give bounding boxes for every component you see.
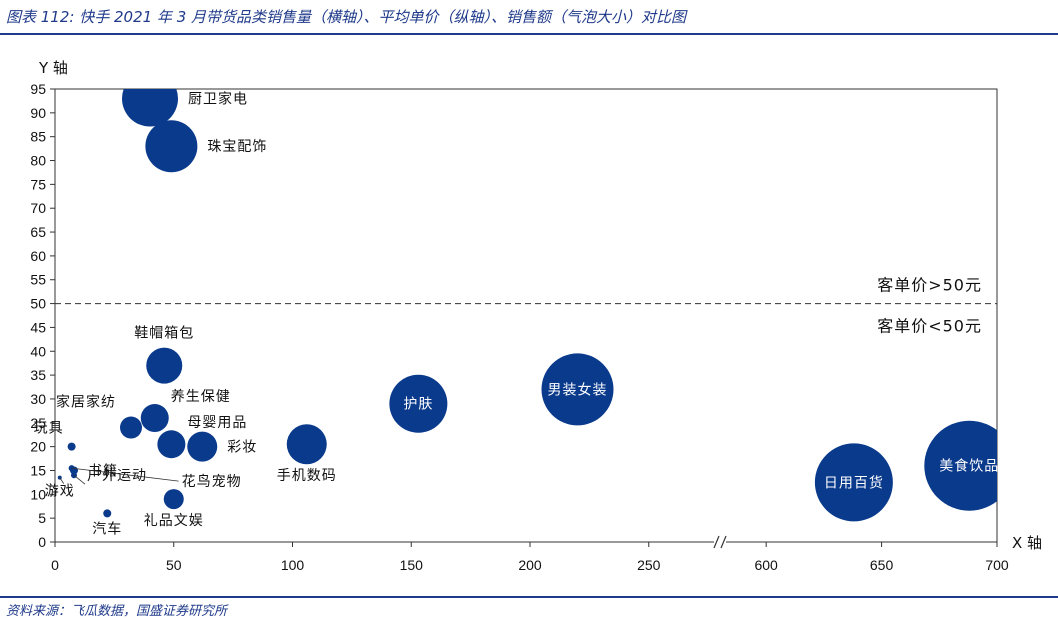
bubble <box>67 442 76 451</box>
bubble-label: 彩妆 <box>227 440 257 456</box>
y-axis-label: Y 轴 <box>38 59 68 77</box>
bubble-label: 手机数码 <box>277 468 337 484</box>
y-tick-label: 90 <box>30 105 46 121</box>
x-axis-label: X 轴 <box>1012 534 1042 552</box>
y-tick-label: 40 <box>30 343 46 359</box>
y-tick-label: 45 <box>30 319 46 335</box>
chart-title: 图表 112: 快手 2021 年 3 月带货品类销售量（横轴）、平均单价（纵轴… <box>6 8 687 26</box>
bubble <box>120 416 142 439</box>
y-tick-label: 85 <box>30 129 46 145</box>
x-tick-label: 200 <box>518 557 542 573</box>
x-tick-label: 100 <box>281 557 305 573</box>
leader-line <box>73 474 86 485</box>
bubble <box>122 89 178 127</box>
bubble-label: 礼品文娱 <box>144 513 204 529</box>
bubble <box>286 424 327 465</box>
bubble-label: 游戏 <box>45 484 75 500</box>
x-tick-label: 700 <box>985 557 1009 573</box>
bubble-label: 汽车 <box>92 520 122 537</box>
y-tick-label: 5 <box>38 510 46 526</box>
plot-frame <box>54 88 998 543</box>
bubble-chart: 0 5 10 15 20 25 30 35 40 45 50 55 60 65 70 75 80 85 90 95 0 5… <box>30 59 1042 573</box>
y-tick-label: 25 <box>30 415 46 431</box>
y-tick-label: 20 <box>30 439 46 455</box>
y-tick-label: 70 <box>30 200 46 216</box>
x-tick-label: 150 <box>400 557 424 573</box>
x-tick-label: 50 <box>166 557 182 573</box>
y-tick-label: 35 <box>30 367 46 383</box>
y-tick-label: 50 <box>30 296 46 312</box>
bubble-label: 厨卫家电 <box>188 91 248 108</box>
bubble-label: 户外运动 <box>87 467 147 484</box>
bubble <box>146 347 183 384</box>
y-tick-label: 60 <box>30 248 46 264</box>
bubble-label: 花鸟宠物 <box>182 474 242 490</box>
leader-line <box>59 477 65 484</box>
bubble <box>541 353 614 426</box>
y-tick-label: 15 <box>30 462 46 478</box>
bubble-label: 护肤 <box>403 397 433 413</box>
bubble <box>103 509 112 518</box>
threshold-label-below: 客单价<50元 <box>877 317 982 336</box>
bubble <box>140 404 169 433</box>
x-tick-label: 0 <box>51 557 59 573</box>
y-tick-label: 55 <box>30 272 46 288</box>
source-note: 资料来源：飞瓜数据，国盛证券研究所 <box>6 604 228 619</box>
bottom-rule <box>0 596 1058 598</box>
axis-break-slash <box>713 535 720 549</box>
bubble-label: 母婴用品 <box>187 415 247 431</box>
y-tick-label: 0 <box>38 534 46 550</box>
x-tick-label: 250 <box>637 557 661 573</box>
y-tick-label: 65 <box>30 224 46 240</box>
axis-break-slash <box>720 535 727 549</box>
bubble-label: 养生保健 <box>171 389 231 405</box>
x-tick-label: 600 <box>754 557 778 573</box>
y-tick-label: 95 <box>30 81 46 97</box>
leader-line <box>71 467 179 482</box>
bubble <box>145 120 198 173</box>
bubble-label: 鞋帽箱包 <box>134 326 194 342</box>
y-tick-label: 75 <box>30 176 46 192</box>
axis-break-gap <box>714 538 726 546</box>
bubble-label: 男装女装 <box>548 381 608 398</box>
bubble <box>157 430 186 459</box>
threshold-label-above: 客单价>50元 <box>877 276 982 295</box>
y-tick-label: 30 <box>30 391 46 407</box>
bubble <box>924 420 997 511</box>
bubble-label: 珠宝配饰 <box>207 139 267 155</box>
bubble <box>163 489 184 510</box>
bubble <box>187 431 218 462</box>
bubble <box>389 374 448 433</box>
bubble <box>814 443 893 522</box>
x-tick-label: 650 <box>870 557 894 573</box>
bubble-label: 美食饮品 <box>939 458 999 475</box>
bubble-label: 玩具 <box>34 421 64 437</box>
bubble-label: 日用百货 <box>824 474 884 491</box>
bubble-label: 书籍 <box>88 462 118 479</box>
top-rule <box>0 33 1058 35</box>
bubble-label: 家居家纺 <box>56 394 116 411</box>
y-tick-label: 80 <box>30 153 46 169</box>
y-tick-label: 10 <box>30 486 46 502</box>
